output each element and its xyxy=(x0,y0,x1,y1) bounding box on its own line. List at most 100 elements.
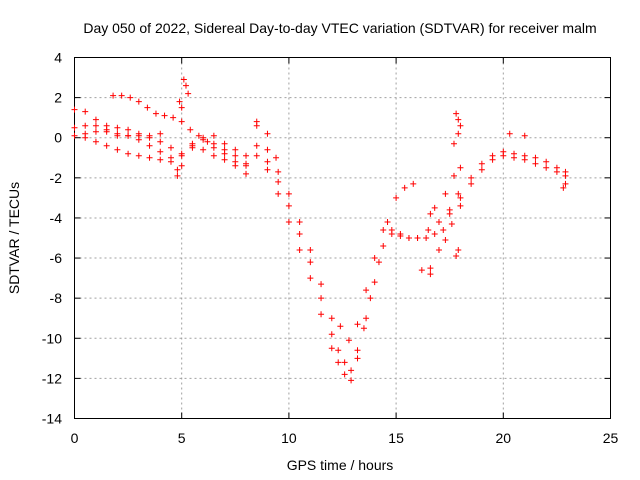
data-point xyxy=(221,140,228,147)
data-point xyxy=(307,259,314,266)
data-point xyxy=(103,128,110,135)
data-point xyxy=(114,124,121,131)
data-point xyxy=(210,144,217,151)
data-point xyxy=(442,190,449,197)
data-point xyxy=(457,194,464,201)
data-point xyxy=(174,172,181,179)
data-point xyxy=(264,130,271,137)
y-axis-title: SDTVAR / TECUs xyxy=(6,182,22,294)
series-track-b xyxy=(71,122,569,374)
data-point xyxy=(423,235,430,241)
series-track-e xyxy=(82,118,280,161)
data-point xyxy=(82,130,89,137)
data-point xyxy=(405,235,412,241)
x-tick-label: 25 xyxy=(603,430,619,446)
data-point xyxy=(82,108,89,115)
data-point xyxy=(511,154,518,161)
data-point xyxy=(146,154,153,161)
data-point xyxy=(296,218,303,225)
data-point xyxy=(185,90,192,97)
y-tick-label: -8 xyxy=(50,290,63,306)
y-tick-label: -12 xyxy=(42,370,62,386)
data-point xyxy=(114,132,121,139)
data-point xyxy=(71,132,78,139)
data-point xyxy=(318,295,325,302)
data-point xyxy=(210,152,217,159)
data-point xyxy=(189,140,196,147)
data-point xyxy=(478,160,485,167)
data-point xyxy=(232,152,239,159)
data-point xyxy=(457,122,464,129)
data-point xyxy=(543,164,550,171)
data-point xyxy=(92,128,99,135)
grid-lines xyxy=(74,57,611,419)
data-point xyxy=(135,98,142,105)
data-point xyxy=(118,92,125,99)
data-point xyxy=(354,321,361,328)
series-scattered xyxy=(174,76,569,278)
data-point xyxy=(354,355,361,362)
data-point xyxy=(204,138,211,145)
data-point xyxy=(457,164,464,171)
data-point xyxy=(264,158,271,165)
data-point xyxy=(500,152,507,159)
series-track-a xyxy=(71,106,417,384)
x-tick-label: 0 xyxy=(71,430,79,446)
data-point xyxy=(92,122,99,129)
data-point xyxy=(232,162,239,169)
data-point xyxy=(380,243,387,250)
data-point xyxy=(427,210,434,217)
data-point xyxy=(521,156,528,163)
data-point xyxy=(285,202,292,209)
data-point xyxy=(348,377,355,384)
data-point xyxy=(371,279,378,286)
x-tick-label: 5 xyxy=(178,430,186,446)
data-point xyxy=(307,275,314,282)
y-tick-label: -2 xyxy=(50,170,63,186)
data-point xyxy=(200,146,207,153)
data-point xyxy=(125,126,132,133)
data-point xyxy=(457,202,464,209)
data-point xyxy=(200,134,207,141)
data-point xyxy=(157,156,164,163)
data-point xyxy=(146,142,153,149)
data-point xyxy=(348,367,355,374)
x-tick-labels: 0 5 10 15 20 25 xyxy=(71,430,619,446)
data-point xyxy=(397,232,404,239)
data-point xyxy=(562,172,569,179)
data-point xyxy=(221,156,228,163)
data-point xyxy=(167,158,174,165)
data-point xyxy=(375,259,382,266)
data-point xyxy=(146,132,153,139)
data-point xyxy=(455,190,462,197)
data-point xyxy=(453,110,460,117)
data-point xyxy=(450,140,457,147)
data-point xyxy=(360,325,367,332)
data-point xyxy=(532,154,539,161)
data-point xyxy=(489,156,496,163)
data-point xyxy=(92,138,99,145)
data-point xyxy=(363,315,370,322)
data-point xyxy=(285,190,292,197)
data-point xyxy=(318,311,325,318)
x-tick-label: 15 xyxy=(388,430,404,446)
data-point xyxy=(125,150,132,157)
data-point xyxy=(167,144,174,151)
data-point xyxy=(187,126,194,133)
data-point xyxy=(110,92,117,99)
data-point xyxy=(455,116,462,123)
data-point xyxy=(125,132,132,139)
data-point xyxy=(431,230,438,237)
data-point xyxy=(307,247,314,254)
data-point xyxy=(275,178,282,185)
data-point xyxy=(221,150,228,157)
data-point xyxy=(180,76,187,83)
y-tick-labels: 4 2 0 -2 -4 -6 -8 -10 -12 -14 xyxy=(42,50,62,427)
data-point xyxy=(157,138,164,145)
data-point xyxy=(152,110,159,117)
data-point xyxy=(506,130,513,137)
y-tick-label: -14 xyxy=(42,411,62,427)
data-point xyxy=(384,218,391,225)
data-point xyxy=(393,194,400,201)
